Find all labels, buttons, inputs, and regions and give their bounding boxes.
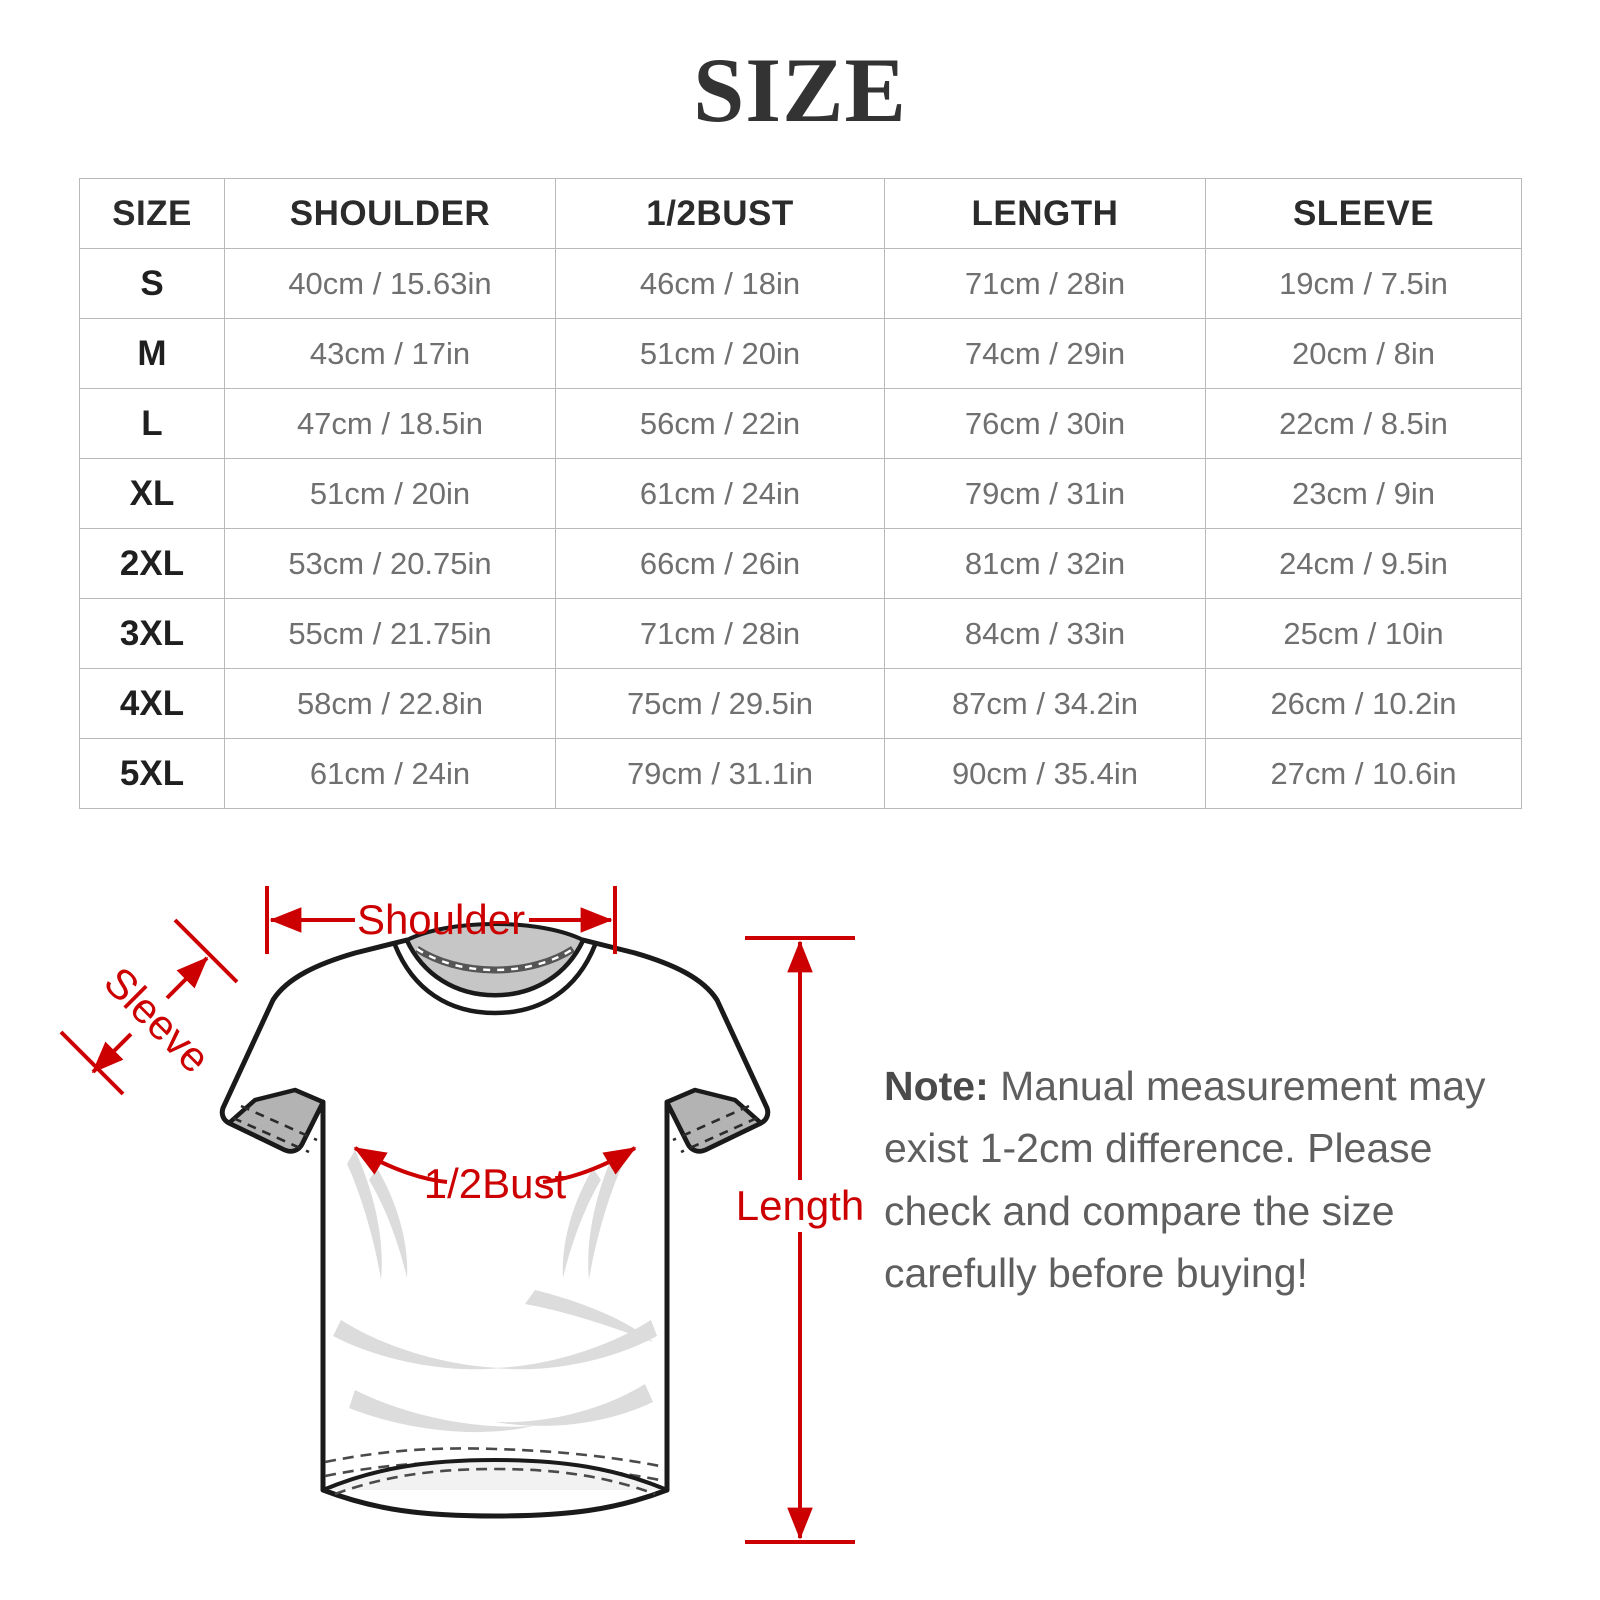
length-label: Length — [736, 1182, 864, 1229]
cell-sleeve: 26cm / 10.2in — [1205, 668, 1522, 739]
size-chart-table: SIZE SHOULDER 1/2BUST LENGTH SLEEVE S 40… — [79, 178, 1522, 809]
right-cuff-stitch-1 — [672, 1104, 750, 1142]
cell-bust: 61cm / 24in — [555, 458, 885, 529]
cell-bust: 56cm / 22in — [555, 388, 885, 459]
page-title: SIZE — [693, 39, 907, 141]
column-header-size: SIZE — [79, 178, 225, 249]
column-header-shoulder: SHOULDER — [224, 178, 556, 249]
shoulder-label: Shoulder — [357, 896, 525, 943]
fabric-folds — [333, 1150, 657, 1433]
left-cuff-stitch-2 — [232, 1116, 310, 1154]
cell-bust: 51cm / 20in — [555, 318, 885, 389]
cell-size: 4XL — [79, 668, 225, 739]
cell-bust: 66cm / 26in — [555, 528, 885, 599]
table-row: 3XL 55cm / 21.75in 71cm / 28in 84cm / 33… — [79, 598, 1522, 669]
bust-arrow-left — [353, 1146, 448, 1184]
shoulder-dimension: Shoulder — [265, 886, 617, 954]
cell-shoulder: 47cm / 18.5in — [224, 388, 556, 459]
cell-shoulder: 43cm / 17in — [224, 318, 556, 389]
bust-label: 1/2Bust — [424, 1160, 567, 1207]
cell-bust: 71cm / 28in — [555, 598, 885, 669]
sleeve-label: Sleeve — [95, 958, 219, 1082]
cell-sleeve: 24cm / 9.5in — [1205, 528, 1522, 599]
cell-length: 90cm / 35.4in — [884, 738, 1206, 809]
hem-stitch-lower — [334, 1467, 656, 1496]
hem-stitch-upper — [324, 1447, 666, 1469]
sleeve-tick-bottom — [59, 1030, 125, 1096]
sleeve-tick-top — [173, 918, 239, 984]
cell-sleeve: 20cm / 8in — [1205, 318, 1522, 389]
cell-shoulder: 53cm / 20.75in — [224, 528, 556, 599]
right-cuff-stitch-2 — [680, 1116, 758, 1154]
note-text: Manual measurement may exist 1-2cm diffe… — [884, 1063, 1486, 1296]
sleeve-arrow-down — [91, 1032, 133, 1074]
cell-size: 3XL — [79, 598, 225, 669]
column-header-sleeve: SLEEVE — [1205, 178, 1522, 249]
left-cuff-stitch-1 — [240, 1104, 318, 1142]
measurement-diagram: Shoulder Sleeve 1/2Bust Length — [0, 840, 1600, 1600]
sleeve-arrow-up — [165, 956, 209, 1000]
cell-length: 71cm / 28in — [884, 248, 1206, 319]
bust-dimension: 1/2Bust — [353, 1146, 637, 1207]
hem-roll — [322, 1457, 668, 1492]
column-header-bust: 1/2BUST — [555, 178, 885, 249]
sleeve-dimension: Sleeve — [59, 918, 239, 1096]
collar-inner — [404, 921, 586, 998]
table-row: XL 51cm / 20in 61cm / 24in 79cm / 31in 2… — [79, 458, 1522, 529]
table-row: 4XL 58cm / 22.8in 75cm / 29.5in 87cm / 3… — [79, 668, 1522, 739]
cell-size: 2XL — [79, 528, 225, 599]
cell-sleeve: 19cm / 7.5in — [1205, 248, 1522, 319]
neckline-band — [392, 944, 598, 1016]
cell-shoulder: 40cm / 15.63in — [224, 248, 556, 319]
table-row: 5XL 61cm / 24in 79cm / 31.1in 90cm / 35.… — [79, 738, 1522, 809]
cell-bust: 46cm / 18in — [555, 248, 885, 319]
collar-rib-stitch — [416, 947, 574, 972]
cell-shoulder: 51cm / 20in — [224, 458, 556, 529]
tshirt-illustration: Shoulder Sleeve 1/2Bust Length — [59, 886, 864, 1544]
cell-sleeve: 22cm / 8.5in — [1205, 388, 1522, 459]
table-row: S 40cm / 15.63in 46cm / 18in 71cm / 28in… — [79, 248, 1522, 319]
length-dimension: Length — [736, 936, 864, 1544]
column-header-length: LENGTH — [884, 178, 1206, 249]
table-row: L 47cm / 18.5in 56cm / 22in 76cm / 30in … — [79, 388, 1522, 459]
table-header-row: SIZE SHOULDER 1/2BUST LENGTH SLEEVE — [79, 178, 1522, 249]
bust-arrow-right — [542, 1146, 637, 1184]
cell-shoulder: 61cm / 24in — [224, 738, 556, 809]
table-row: M 43cm / 17in 51cm / 20in 74cm / 29in 20… — [79, 318, 1522, 389]
cell-length: 74cm / 29in — [884, 318, 1206, 389]
cell-length: 76cm / 30in — [884, 388, 1206, 459]
cell-size: M — [79, 318, 225, 389]
cell-bust: 79cm / 31.1in — [555, 738, 885, 809]
cell-length: 79cm / 31in — [884, 458, 1206, 529]
cell-length: 84cm / 33in — [884, 598, 1206, 669]
cell-size: 5XL — [79, 738, 225, 809]
note-label: Note: — [884, 1063, 989, 1109]
cell-size: XL — [79, 458, 225, 529]
cell-bust: 75cm / 29.5in — [555, 668, 885, 739]
cell-sleeve: 25cm / 10in — [1205, 598, 1522, 669]
table-row: 2XL 53cm / 20.75in 66cm / 26in 81cm / 32… — [79, 528, 1522, 599]
measurement-note: Note: Manual measurement may exist 1-2cm… — [884, 1055, 1524, 1304]
cell-shoulder: 58cm / 22.8in — [224, 668, 556, 739]
cell-length: 87cm / 34.2in — [884, 668, 1206, 739]
tshirt-body — [219, 921, 771, 1519]
cell-sleeve: 23cm / 9in — [1205, 458, 1522, 529]
cell-sleeve: 27cm / 10.6in — [1205, 738, 1522, 809]
cell-shoulder: 55cm / 21.75in — [224, 598, 556, 669]
cell-size: L — [79, 388, 225, 459]
cell-size: S — [79, 248, 225, 319]
cell-length: 81cm / 32in — [884, 528, 1206, 599]
